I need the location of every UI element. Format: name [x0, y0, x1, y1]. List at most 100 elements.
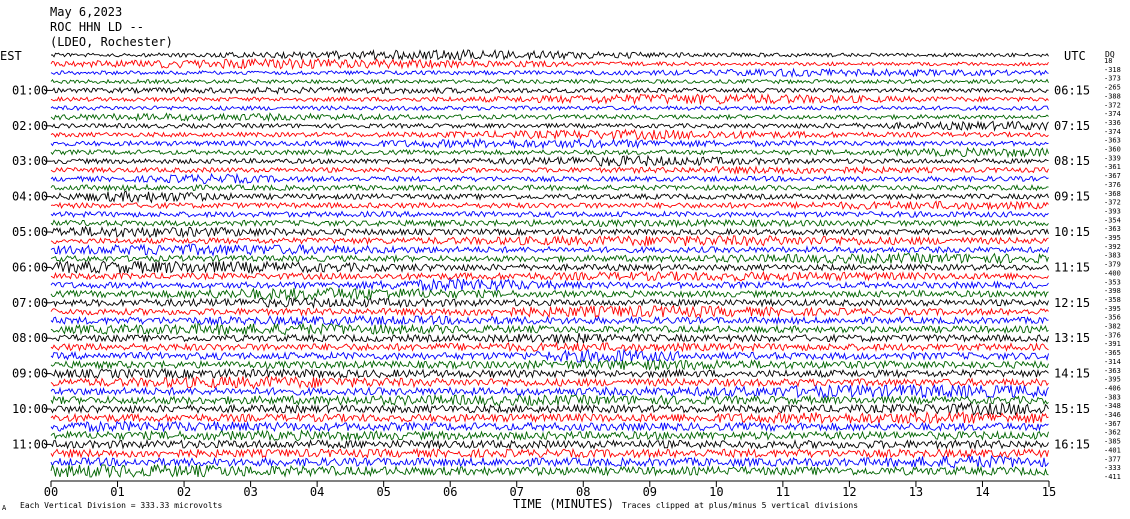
- est-hour-label: 02:00: [12, 119, 48, 133]
- seismic-trace: [50, 57, 1049, 71]
- dq-value: -393: [1104, 207, 1121, 215]
- dq-value: -395: [1104, 234, 1121, 242]
- est-hour-label: 01:00: [12, 83, 48, 97]
- time-tick-label: 04: [310, 485, 324, 499]
- dq-value: -372: [1104, 199, 1121, 207]
- dq-value: -353: [1104, 278, 1121, 286]
- dq-value: -385: [1104, 438, 1121, 446]
- est-hour-label: 09:00: [12, 367, 48, 381]
- scale-note: Each Vertical Division = 333.33 microvol…: [20, 501, 222, 510]
- utc-hour-label: 06:15: [1054, 83, 1090, 97]
- utc-hour-label: 14:15: [1054, 367, 1090, 381]
- seismic-trace: [50, 314, 1049, 327]
- seismic-trace: [50, 429, 1049, 442]
- clip-note: Traces clipped at plus/minus 5 vertical …: [622, 501, 858, 510]
- seismic-traces: [50, 48, 1049, 479]
- dq-value: -318: [1104, 66, 1121, 74]
- dq-value: -382: [1104, 323, 1121, 331]
- seismic-trace: [50, 322, 1049, 337]
- seismic-trace: [50, 200, 1049, 211]
- x-axis-label: TIME (MINUTES): [513, 497, 614, 511]
- dq-value: -376: [1104, 181, 1121, 189]
- dq-value: -339: [1104, 154, 1121, 162]
- dq-value: -374: [1104, 110, 1121, 118]
- seismic-trace: [50, 190, 1049, 204]
- est-hour-label: 08:00: [12, 331, 48, 345]
- dq-value: -363: [1104, 367, 1121, 375]
- seismic-trace: [50, 305, 1049, 319]
- dq-value: -383: [1104, 393, 1121, 401]
- est-header: EST: [0, 49, 22, 63]
- dq-value: -372: [1104, 101, 1121, 109]
- time-tick-label: 05: [376, 485, 390, 499]
- dq-value: -383: [1104, 252, 1121, 260]
- dq-value: -374: [1104, 128, 1121, 136]
- utc-hour-label: 12:15: [1054, 296, 1090, 310]
- seismic-trace: [50, 383, 1049, 399]
- seismic-trace: [50, 296, 1049, 309]
- time-tick-label: 09: [643, 485, 657, 499]
- dq-value: -358: [1104, 296, 1121, 304]
- time-tick-label: 08: [576, 485, 590, 499]
- dq-value: -367: [1104, 420, 1121, 428]
- seismic-trace: [51, 48, 1049, 61]
- seismic-trace: [50, 183, 1049, 192]
- seismic-trace: [50, 454, 1049, 470]
- dq-value: -395: [1104, 376, 1121, 384]
- seismic-trace: [50, 260, 1049, 275]
- station-code: ROC HHN LD --: [50, 20, 144, 34]
- dq-value: -379: [1104, 261, 1121, 269]
- seismic-trace: [50, 165, 1049, 175]
- seismic-trace: [50, 367, 1049, 380]
- seismic-trace: [51, 86, 1049, 95]
- dq-value: -373: [1104, 75, 1121, 83]
- dq-value: -361: [1104, 163, 1121, 171]
- dq-value: 18: [1104, 57, 1112, 65]
- time-tick-label: 14: [975, 485, 989, 499]
- est-hour-label: 05:00: [12, 225, 48, 239]
- time-tick-label: 06: [443, 485, 457, 499]
- seismic-trace: [50, 243, 1049, 257]
- corner-mark: A: [2, 504, 7, 512]
- utc-hour-label: 13:15: [1054, 331, 1090, 345]
- chart-date: May 6,2023: [50, 5, 122, 19]
- dq-value: -411: [1104, 473, 1121, 481]
- seismic-trace: [50, 93, 1049, 106]
- time-tick-label: 03: [243, 485, 257, 499]
- seismic-trace: [50, 234, 1049, 248]
- dq-value: -391: [1104, 340, 1121, 348]
- seismic-trace: [50, 251, 1049, 265]
- time-axis: 00 01 02 03 04 05 06 07 08 09 10 11 12 13 14 15: [44, 480, 1056, 499]
- seismic-trace: [50, 210, 1049, 219]
- seismic-trace: [50, 401, 1049, 417]
- utc-hour-label: 15:15: [1054, 402, 1090, 416]
- dq-value: -388: [1104, 92, 1121, 100]
- seismic-trace: [50, 128, 1049, 141]
- est-hour-label: 06:00: [12, 260, 48, 274]
- time-tick-label: 07: [510, 485, 524, 499]
- dq-value: -362: [1104, 429, 1121, 437]
- seismic-trace: [50, 78, 1049, 85]
- seismic-trace: [50, 358, 1049, 372]
- time-tick-label: 10: [709, 485, 723, 499]
- seismic-trace: [50, 463, 1049, 479]
- time-tick-label: 02: [177, 485, 191, 499]
- seismic-trace: [50, 104, 1049, 112]
- seismic-trace: [50, 341, 1049, 353]
- time-tick-label: 01: [110, 485, 124, 499]
- dq-value: -392: [1104, 243, 1121, 251]
- dq-value: -401: [1104, 446, 1121, 454]
- dq-value: -354: [1104, 216, 1121, 224]
- dq-value-column: 18-318-373-265-388-372-374-336-374-363-3…: [1104, 57, 1121, 481]
- est-hour-label: 04:00: [12, 190, 48, 204]
- dq-value: -346: [1104, 411, 1121, 419]
- est-hour-label: 10:00: [12, 402, 48, 416]
- seismic-trace: [50, 420, 1049, 434]
- time-tick-label: 11: [776, 485, 790, 499]
- dq-value: -363: [1104, 137, 1121, 145]
- est-hour-label: 11:00: [12, 437, 48, 451]
- dq-value: -406: [1104, 384, 1121, 392]
- seismic-trace: [50, 172, 1049, 185]
- seismic-trace: [50, 438, 1049, 450]
